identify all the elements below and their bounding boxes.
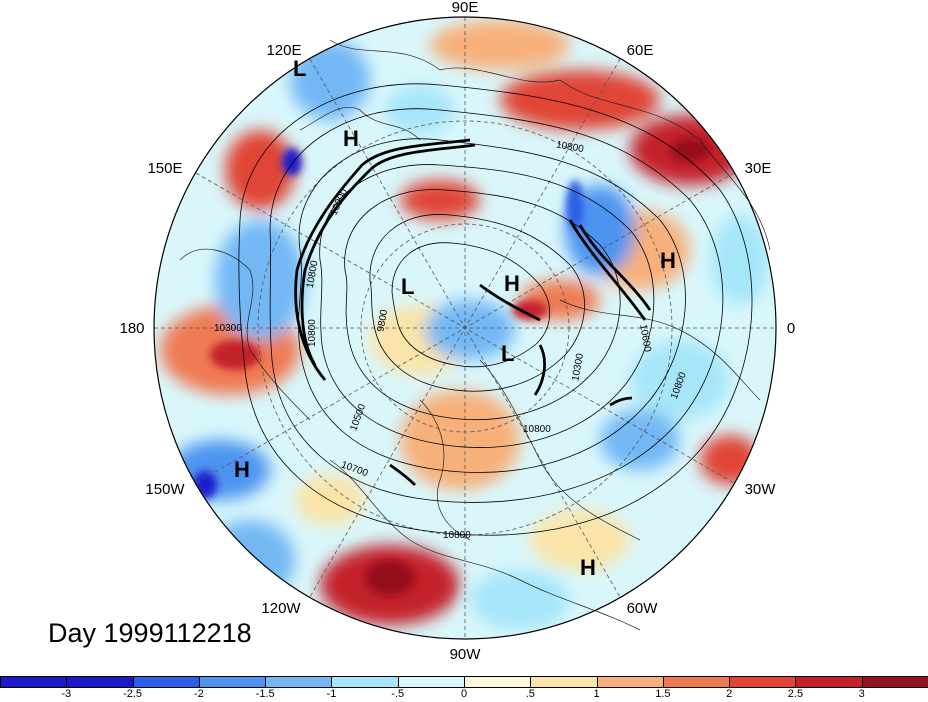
colorbar-segment — [398, 677, 465, 687]
map-boundary — [153, 16, 777, 640]
colorbar-tick-label: 2.5 — [787, 688, 804, 700]
colorbar — [0, 676, 928, 688]
lon-label-120w: 120W — [261, 600, 301, 617]
colorbar-segment — [862, 677, 928, 687]
colorbar-tick-label: -1.5 — [255, 688, 275, 700]
lon-label-0: 0 — [787, 320, 795, 337]
colorbar-tick-label: -2.5 — [123, 688, 143, 700]
colorbar-segment — [597, 677, 664, 687]
contour-label: 10600 — [637, 324, 653, 354]
colorbar-tick-label: 3 — [858, 688, 865, 700]
low-center-marker: L — [401, 274, 414, 299]
colorbar-segment — [531, 677, 598, 687]
colorbar-segment — [332, 677, 399, 687]
lon-label-60w: 60W — [627, 600, 659, 617]
colorbar-tick-label: 1.5 — [655, 688, 671, 700]
colorbar-segment — [1, 677, 68, 687]
contour-labels: 10800 10900 10800 10300 10800 9800 10600… — [214, 139, 689, 541]
colorbar-tick-label: -2 — [193, 688, 204, 700]
lon-label-180: 180 — [119, 320, 144, 337]
low-center-marker: L — [501, 341, 514, 366]
high-center-marker: H — [580, 555, 596, 580]
colorbar-segment — [67, 677, 134, 687]
colorbar-segment — [730, 677, 797, 687]
contour-label: 10800 — [307, 319, 318, 347]
coastlines — [179, 39, 771, 631]
colorbar-segment — [199, 677, 267, 687]
contour-label: 10800 — [443, 530, 471, 541]
colorbar-segment — [796, 677, 863, 687]
longitude-labels: 90E 60E 30E 0 30W 60W 90W 120W 150W 180 … — [119, 0, 795, 663]
low-center-marker: L — [293, 56, 306, 81]
contour-label: 10800 — [555, 139, 585, 155]
colorbar-segment — [465, 677, 532, 687]
colorbar-tick-label: 2 — [726, 688, 733, 700]
day-label: Day 1999112218 — [48, 618, 252, 648]
contour-label: 10300 — [570, 352, 586, 382]
colorbar-segment — [133, 677, 200, 687]
height-contours — [238, 83, 753, 536]
lon-label-90w: 90W — [450, 646, 482, 663]
colorbar-tick-label: -3 — [61, 688, 72, 700]
contour-label: 10300 — [214, 323, 242, 334]
lon-label-90e: 90E — [452, 0, 479, 16]
lon-label-150e: 150E — [147, 160, 182, 177]
colorbar-segment — [266, 677, 333, 687]
lon-label-30e: 30E — [745, 160, 772, 177]
high-center-marker: H — [234, 457, 250, 482]
pressure-centers: L H L H H L H H — [234, 56, 676, 580]
lon-label-120e: 120E — [266, 42, 301, 59]
colorbar-tick-label: .5 — [525, 688, 535, 700]
contour-label: 10800 — [523, 424, 551, 435]
colorbar-segment — [663, 677, 731, 687]
colorbar-tick-label: -.5 — [391, 688, 405, 700]
colorbar-tick-label: -1 — [326, 688, 337, 700]
high-center-marker: H — [660, 248, 676, 273]
lon-label-30w: 30W — [745, 481, 777, 498]
jet-streams — [294, 138, 652, 486]
colorbar-tick-label: 1 — [593, 688, 600, 700]
high-center-marker: H — [504, 271, 520, 296]
contour-label: 10800 — [305, 259, 321, 289]
lon-label-60e: 60E — [627, 42, 654, 59]
contour-label: 9800 — [376, 308, 391, 332]
high-center-marker: H — [343, 126, 359, 151]
lon-label-150w: 150W — [145, 481, 185, 498]
colorbar-tick-label: 0 — [460, 688, 468, 700]
graticule — [154, 17, 776, 639]
